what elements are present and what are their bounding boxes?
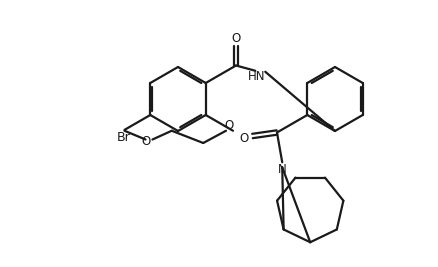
Text: O: O — [224, 119, 233, 132]
Text: O: O — [231, 32, 240, 45]
Text: Br: Br — [117, 131, 130, 144]
Text: HN: HN — [247, 70, 265, 83]
Text: O: O — [141, 135, 151, 148]
Text: O: O — [239, 132, 248, 144]
Text: N: N — [277, 163, 286, 176]
